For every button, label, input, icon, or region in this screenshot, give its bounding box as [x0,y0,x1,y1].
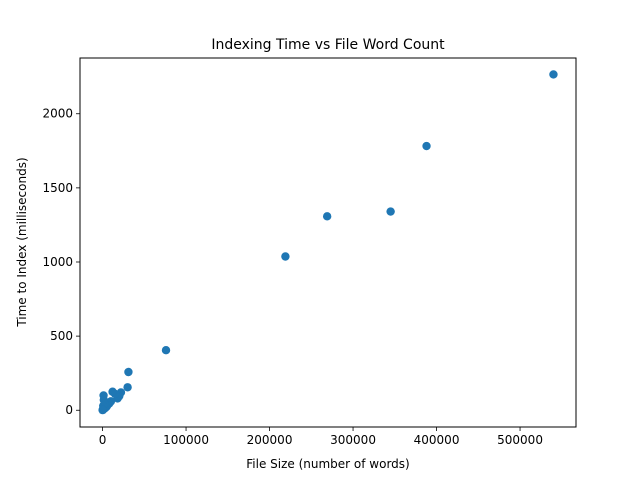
x-tick-label: 200000 [247,433,293,447]
plot-frame [79,57,577,428]
y-tick-label: 2000 [42,107,73,121]
x-axis: 0 100000 200000 300000 400000 500000 [99,427,543,447]
plot-area [79,57,577,428]
data-point [124,367,133,377]
y-axis: 0 500 1000 1500 2000 [42,107,80,417]
x-axis-label: File Size (number of words) [246,457,409,471]
x-tick-label: 300000 [330,433,376,447]
x-tick-label: 100000 [163,433,209,447]
x-tick-label: 400000 [414,433,460,447]
data-point [99,391,108,400]
data-point [108,387,117,396]
data-point [422,141,431,151]
y-tick-label: 1500 [42,181,73,195]
y-tick-label: 500 [50,329,73,343]
data-point [549,70,558,79]
x-tick-label: 500000 [497,433,543,447]
y-tick-label: 1000 [42,255,73,269]
data-point [281,252,290,261]
data-point [386,207,395,216]
y-tick-label: 0 [65,403,73,417]
data-point [123,383,132,392]
data-point [98,405,107,415]
data-point [322,212,332,221]
x-tick-label: 0 [99,433,107,447]
chart-title: Indexing Time vs File Word Count [211,37,445,53]
y-axis-label: Time to Index (milliseconds) [15,157,29,327]
data-point [161,346,171,355]
data-points [98,70,558,415]
